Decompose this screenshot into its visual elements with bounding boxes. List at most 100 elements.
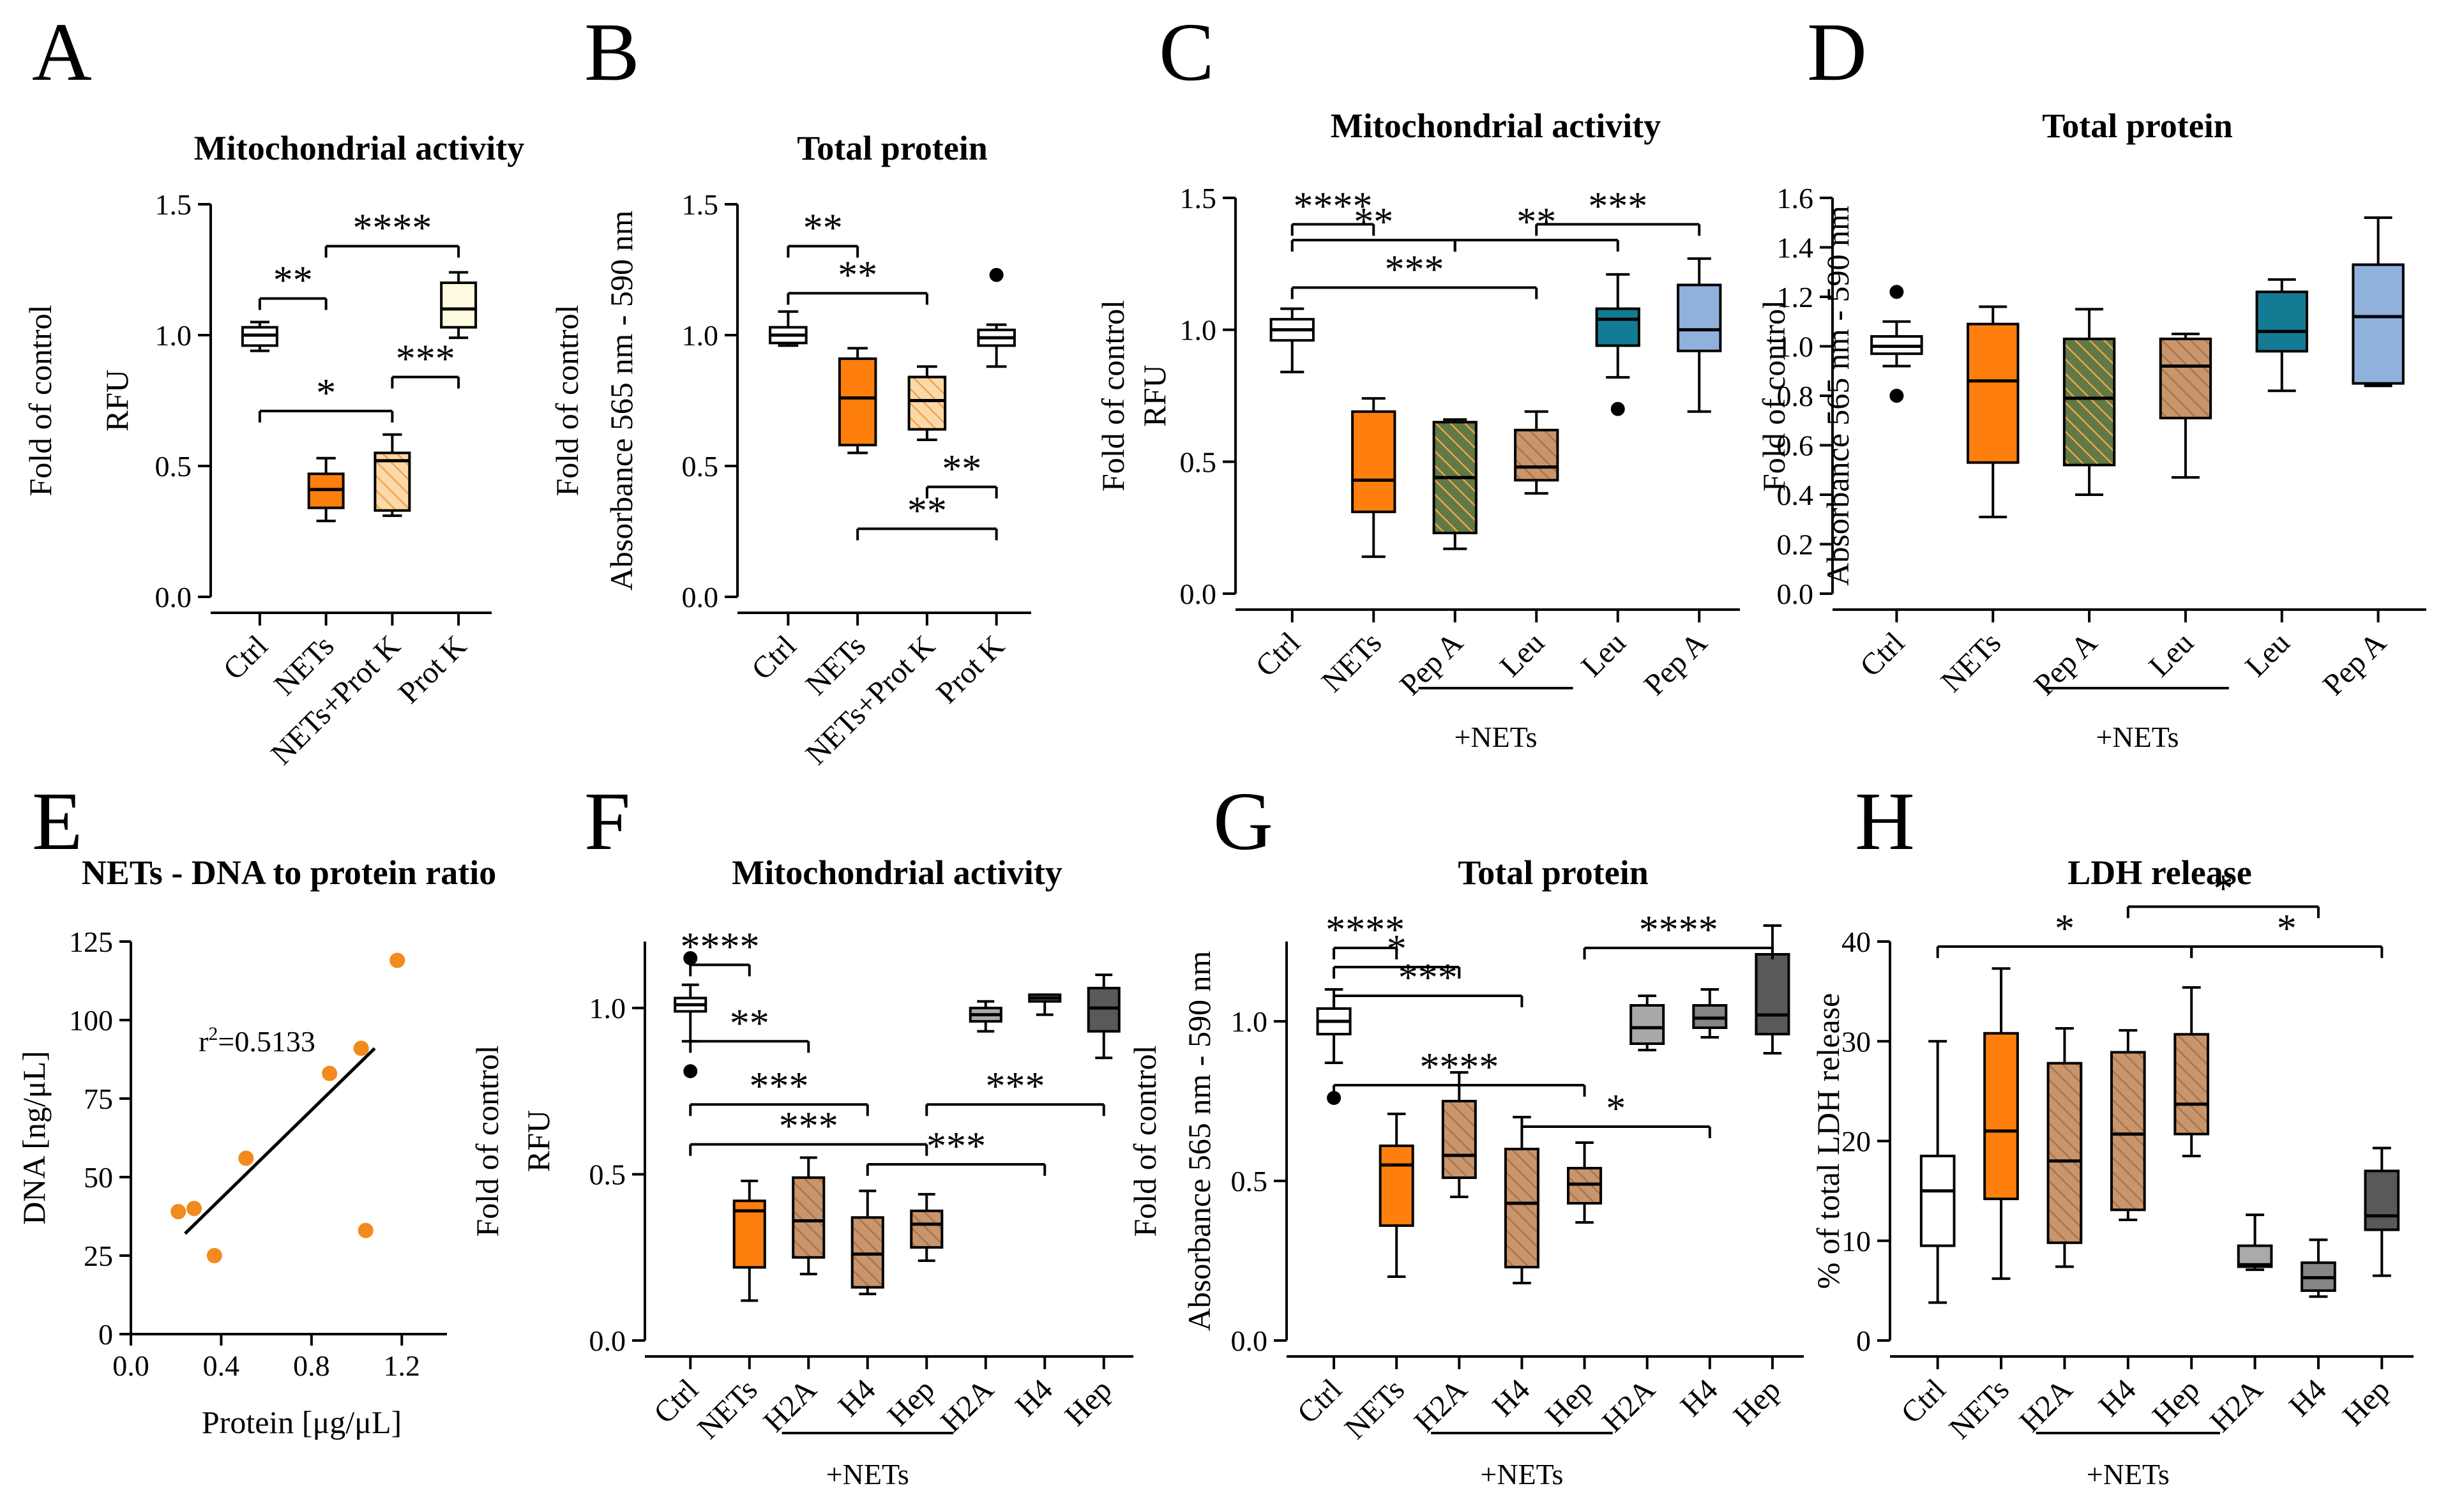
x-tick-label: Pep A bbox=[1393, 626, 1470, 702]
box-hatch bbox=[375, 453, 410, 511]
box-3 bbox=[440, 271, 478, 340]
x-tick-label: H2A bbox=[2013, 1372, 2080, 1439]
significance-bracket: * bbox=[1520, 1087, 1711, 1138]
significance-bracket: *** bbox=[1535, 184, 1701, 236]
significance-bracket: *** bbox=[1333, 956, 1523, 1007]
box-outline bbox=[1983, 1032, 2019, 1201]
y-tick-label: 0.0 bbox=[1180, 578, 1217, 610]
x-tick-label: H2A bbox=[1408, 1372, 1474, 1439]
box-hatch bbox=[2064, 338, 2115, 465]
significance-bracket: * bbox=[1333, 927, 1461, 979]
box-4 bbox=[1567, 1141, 1603, 1224]
box-0 bbox=[1870, 320, 1923, 368]
data-point bbox=[322, 1065, 338, 1081]
y-tick-label: 0.2 bbox=[1777, 529, 1814, 561]
x-tick-label: NETs bbox=[1338, 1372, 1411, 1445]
box-2 bbox=[792, 1156, 826, 1275]
box-outline bbox=[2173, 1033, 2210, 1136]
box-hatch bbox=[1515, 430, 1558, 481]
r-superscript: 2 bbox=[208, 1023, 218, 1044]
x-tick-label: Ctrl bbox=[216, 629, 274, 686]
x-tick-label: Hep bbox=[1727, 1372, 1787, 1432]
significance-label: * bbox=[2277, 907, 2297, 950]
box-5 bbox=[2237, 1213, 2273, 1272]
box-hatch bbox=[2175, 1034, 2209, 1134]
group-label: +NETs bbox=[2096, 721, 2179, 753]
box-outline bbox=[792, 1176, 826, 1259]
box-3 bbox=[1514, 410, 1559, 495]
significance-label: *** bbox=[1385, 248, 1444, 292]
significance-label: **** bbox=[1419, 1046, 1499, 1089]
significance-label: **** bbox=[681, 925, 760, 968]
significance-bracket: **** bbox=[1333, 1046, 1586, 1097]
box-outline bbox=[1351, 410, 1396, 513]
fit-line bbox=[184, 1047, 376, 1235]
y-tick-label: 10 bbox=[1841, 1225, 1871, 1258]
x-tick-label: H2A bbox=[934, 1372, 1001, 1439]
box-1 bbox=[732, 1180, 766, 1302]
significance-bracket: **** bbox=[1326, 908, 1405, 959]
x-axis-label: Protein [μg/μL] bbox=[202, 1404, 402, 1440]
significance-bracket: *** bbox=[866, 1125, 1047, 1176]
significance-bracket: ** bbox=[787, 253, 928, 305]
y-axis-label: DNA [ng/μL] bbox=[16, 1051, 52, 1225]
significance-bracket: * bbox=[258, 372, 394, 423]
y-tick-label: 0.0 bbox=[682, 581, 719, 613]
significance-bracket: *** bbox=[1290, 248, 1538, 299]
y-tick-label: 0.4 bbox=[1777, 479, 1814, 511]
outlier-point bbox=[1889, 285, 1904, 299]
box-fill bbox=[441, 283, 476, 327]
box-outline bbox=[2159, 337, 2212, 419]
data-point bbox=[389, 952, 405, 968]
y-tick-label: 0 bbox=[98, 1318, 113, 1351]
box-0 bbox=[1919, 1040, 1956, 1304]
outlier-point bbox=[1889, 389, 1904, 403]
box-outline bbox=[910, 1209, 944, 1249]
x-tick-label: Leu bbox=[2239, 626, 2296, 683]
box-fill bbox=[1596, 308, 1639, 346]
significance-label: * bbox=[1387, 927, 1407, 971]
box-outline bbox=[2110, 1051, 2146, 1212]
x-tick-label: Ctrl bbox=[1854, 626, 1911, 683]
box-1 bbox=[1379, 1113, 1414, 1278]
significance-label: ** bbox=[838, 253, 877, 297]
box-6 bbox=[1692, 988, 1728, 1039]
x-tick-label: Leu bbox=[1575, 626, 1632, 683]
box-outline bbox=[732, 1199, 766, 1269]
significance-bracket: ** bbox=[925, 447, 998, 499]
x-tick-label: H4 bbox=[1486, 1372, 1536, 1423]
x-tick-label: Leu bbox=[2142, 626, 2200, 683]
box-fill bbox=[1352, 411, 1395, 512]
y-tick-label: 75 bbox=[84, 1083, 113, 1115]
box-outline bbox=[1441, 1100, 1477, 1179]
significance-bracket: *** bbox=[689, 1105, 928, 1156]
box-2 bbox=[1441, 1071, 1477, 1198]
y-axis-label: Fold of control bbox=[22, 305, 58, 497]
box-outline bbox=[1629, 1004, 1665, 1045]
y-tick-label: 0.5 bbox=[589, 1159, 626, 1191]
x-tick-label: H2A bbox=[1596, 1372, 1662, 1439]
y-axis-label: Fold of control bbox=[469, 1046, 505, 1237]
x-tick-label: Pep A bbox=[1638, 626, 1714, 702]
data-point bbox=[186, 1201, 202, 1217]
significance-bracket: **** bbox=[1290, 184, 1375, 236]
box-5 bbox=[969, 1000, 1002, 1033]
panel-letter: G bbox=[1213, 776, 1273, 867]
box-4 bbox=[1595, 273, 1640, 379]
chart-title: Mitochondrial activity bbox=[1331, 107, 1661, 145]
y-axis-label: Absorbance 565 nm - 590 nm bbox=[1820, 206, 1856, 586]
outlier-point bbox=[1610, 402, 1625, 416]
box-4 bbox=[910, 1192, 944, 1262]
x-tick-label: Hep bbox=[2336, 1372, 2396, 1432]
x-tick-label: H2A bbox=[2203, 1372, 2270, 1439]
y-tick-label: 0.0 bbox=[155, 581, 192, 613]
y-axis-label: Fold of control bbox=[549, 305, 585, 497]
significance-bracket: **** bbox=[681, 925, 760, 977]
box-outline bbox=[1919, 1154, 1956, 1247]
significance-label: *** bbox=[926, 1125, 986, 1168]
significance-label: * bbox=[2213, 867, 2233, 910]
